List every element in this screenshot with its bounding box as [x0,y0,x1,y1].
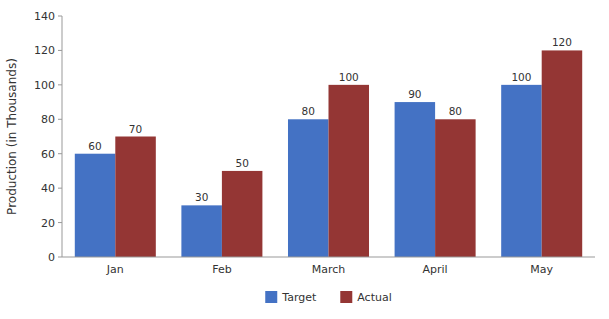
x-tick-label: March [312,263,346,276]
y-tick-label: 80 [41,113,55,126]
bar [181,205,222,257]
bars [75,50,582,257]
x-axis-line [62,257,595,258]
data-label: 70 [129,123,142,135]
data-label: 80 [449,105,462,117]
y-tick [58,153,62,154]
legend-swatch [340,291,352,303]
y-tick [58,188,62,189]
y-tick-label: 20 [41,217,55,230]
data-label: 100 [511,71,531,83]
bar [395,102,436,257]
bar [222,171,263,257]
bar [435,119,476,257]
bar [75,154,116,257]
x-tick-label: Feb [212,263,231,276]
data-label: 80 [302,105,315,117]
y-tick [58,84,62,85]
data-label: 60 [88,140,101,152]
y-tick [58,50,62,51]
data-label: 120 [552,36,572,48]
bar [329,85,370,257]
y-axis-line [62,16,63,257]
legend-label: Target [281,291,317,304]
y-tick-label: 120 [34,44,55,57]
x-tick-label: May [530,263,553,276]
data-label: 100 [339,71,359,83]
bar [501,85,542,257]
y-tick-label: 140 [34,10,55,23]
y-tick [58,119,62,120]
y-tick [58,16,62,17]
y-tick-label: 60 [41,148,55,161]
x-tick-label: April [423,263,448,276]
legend: Target Actual [265,291,392,304]
bar [542,50,583,257]
bar [288,119,329,257]
data-label: 90 [408,88,421,100]
bar [115,137,156,258]
y-tick-label: 40 [41,182,55,195]
y-tick-label: 0 [48,251,55,264]
y-axis-label: Production (in Thousands) [5,58,19,215]
legend-swatch [265,291,277,303]
chart: 0 20 40 60 80 100 120 140 Production (in Thousan… [0,0,609,319]
y-tick-label: 100 [34,79,55,92]
y-tick [58,222,62,223]
y-tick [58,257,62,258]
data-label: 30 [195,191,208,203]
data-label: 50 [235,157,248,169]
legend-label: Actual [357,291,391,304]
x-tick-label: Jan [106,263,124,276]
